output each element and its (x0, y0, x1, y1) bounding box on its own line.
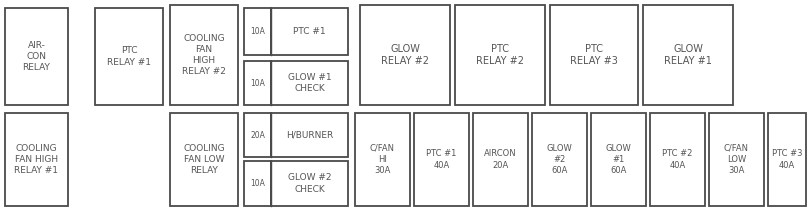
Text: 20A: 20A (250, 131, 265, 139)
Text: 10A: 10A (250, 179, 265, 188)
Text: H/BURNER: H/BURNER (286, 131, 333, 139)
FancyBboxPatch shape (271, 161, 348, 206)
Text: C/FAN
HI
30A: C/FAN HI 30A (370, 144, 395, 175)
Text: PTC
RELAY #3: PTC RELAY #3 (570, 44, 618, 66)
Text: GLOW #2
CHECK: GLOW #2 CHECK (288, 173, 331, 194)
Text: GLOW
#1
60A: GLOW #1 60A (606, 144, 631, 175)
Text: PTC
RELAY #2: PTC RELAY #2 (476, 44, 524, 66)
FancyBboxPatch shape (244, 61, 271, 105)
Text: PTC #1: PTC #1 (293, 27, 326, 36)
Text: COOLING
FAN
HIGH
RELAY #2: COOLING FAN HIGH RELAY #2 (182, 34, 226, 76)
Text: GLOW
#2
60A: GLOW #2 60A (547, 144, 573, 175)
FancyBboxPatch shape (244, 8, 271, 55)
Text: C/FAN
LOW
30A: C/FAN LOW 30A (724, 144, 749, 175)
FancyBboxPatch shape (170, 5, 238, 105)
FancyBboxPatch shape (414, 113, 469, 206)
FancyBboxPatch shape (709, 113, 764, 206)
Text: 10A: 10A (250, 27, 265, 36)
FancyBboxPatch shape (271, 61, 348, 105)
Text: GLOW
RELAY #2: GLOW RELAY #2 (381, 44, 429, 66)
FancyBboxPatch shape (532, 113, 587, 206)
FancyBboxPatch shape (95, 8, 163, 105)
FancyBboxPatch shape (244, 161, 271, 206)
FancyBboxPatch shape (355, 113, 410, 206)
Text: AIRCON
20A: AIRCON 20A (485, 149, 517, 170)
Text: GLOW
RELAY #1: GLOW RELAY #1 (664, 44, 712, 66)
FancyBboxPatch shape (455, 5, 545, 105)
FancyBboxPatch shape (591, 113, 646, 206)
FancyBboxPatch shape (170, 113, 238, 206)
FancyBboxPatch shape (550, 5, 638, 105)
Text: PTC #3
40A: PTC #3 40A (772, 149, 803, 170)
Text: COOLING
FAN LOW
RELAY: COOLING FAN LOW RELAY (183, 144, 225, 175)
FancyBboxPatch shape (5, 8, 68, 105)
Text: PTC #1
40A: PTC #1 40A (426, 149, 457, 170)
FancyBboxPatch shape (768, 113, 806, 206)
FancyBboxPatch shape (271, 8, 348, 55)
Text: GLOW #1
CHECK: GLOW #1 CHECK (288, 73, 332, 93)
Text: AIR-
CON
RELAY: AIR- CON RELAY (23, 41, 50, 72)
FancyBboxPatch shape (473, 113, 528, 206)
FancyBboxPatch shape (244, 113, 271, 157)
FancyBboxPatch shape (271, 113, 348, 157)
Text: 10A: 10A (250, 78, 265, 88)
Text: COOLING
FAN HIGH
RELAY #1: COOLING FAN HIGH RELAY #1 (15, 144, 58, 175)
FancyBboxPatch shape (650, 113, 705, 206)
Text: PTC
RELAY #1: PTC RELAY #1 (107, 46, 151, 67)
FancyBboxPatch shape (360, 5, 450, 105)
FancyBboxPatch shape (643, 5, 733, 105)
FancyBboxPatch shape (5, 113, 68, 206)
Text: PTC #2
40A: PTC #2 40A (663, 149, 693, 170)
